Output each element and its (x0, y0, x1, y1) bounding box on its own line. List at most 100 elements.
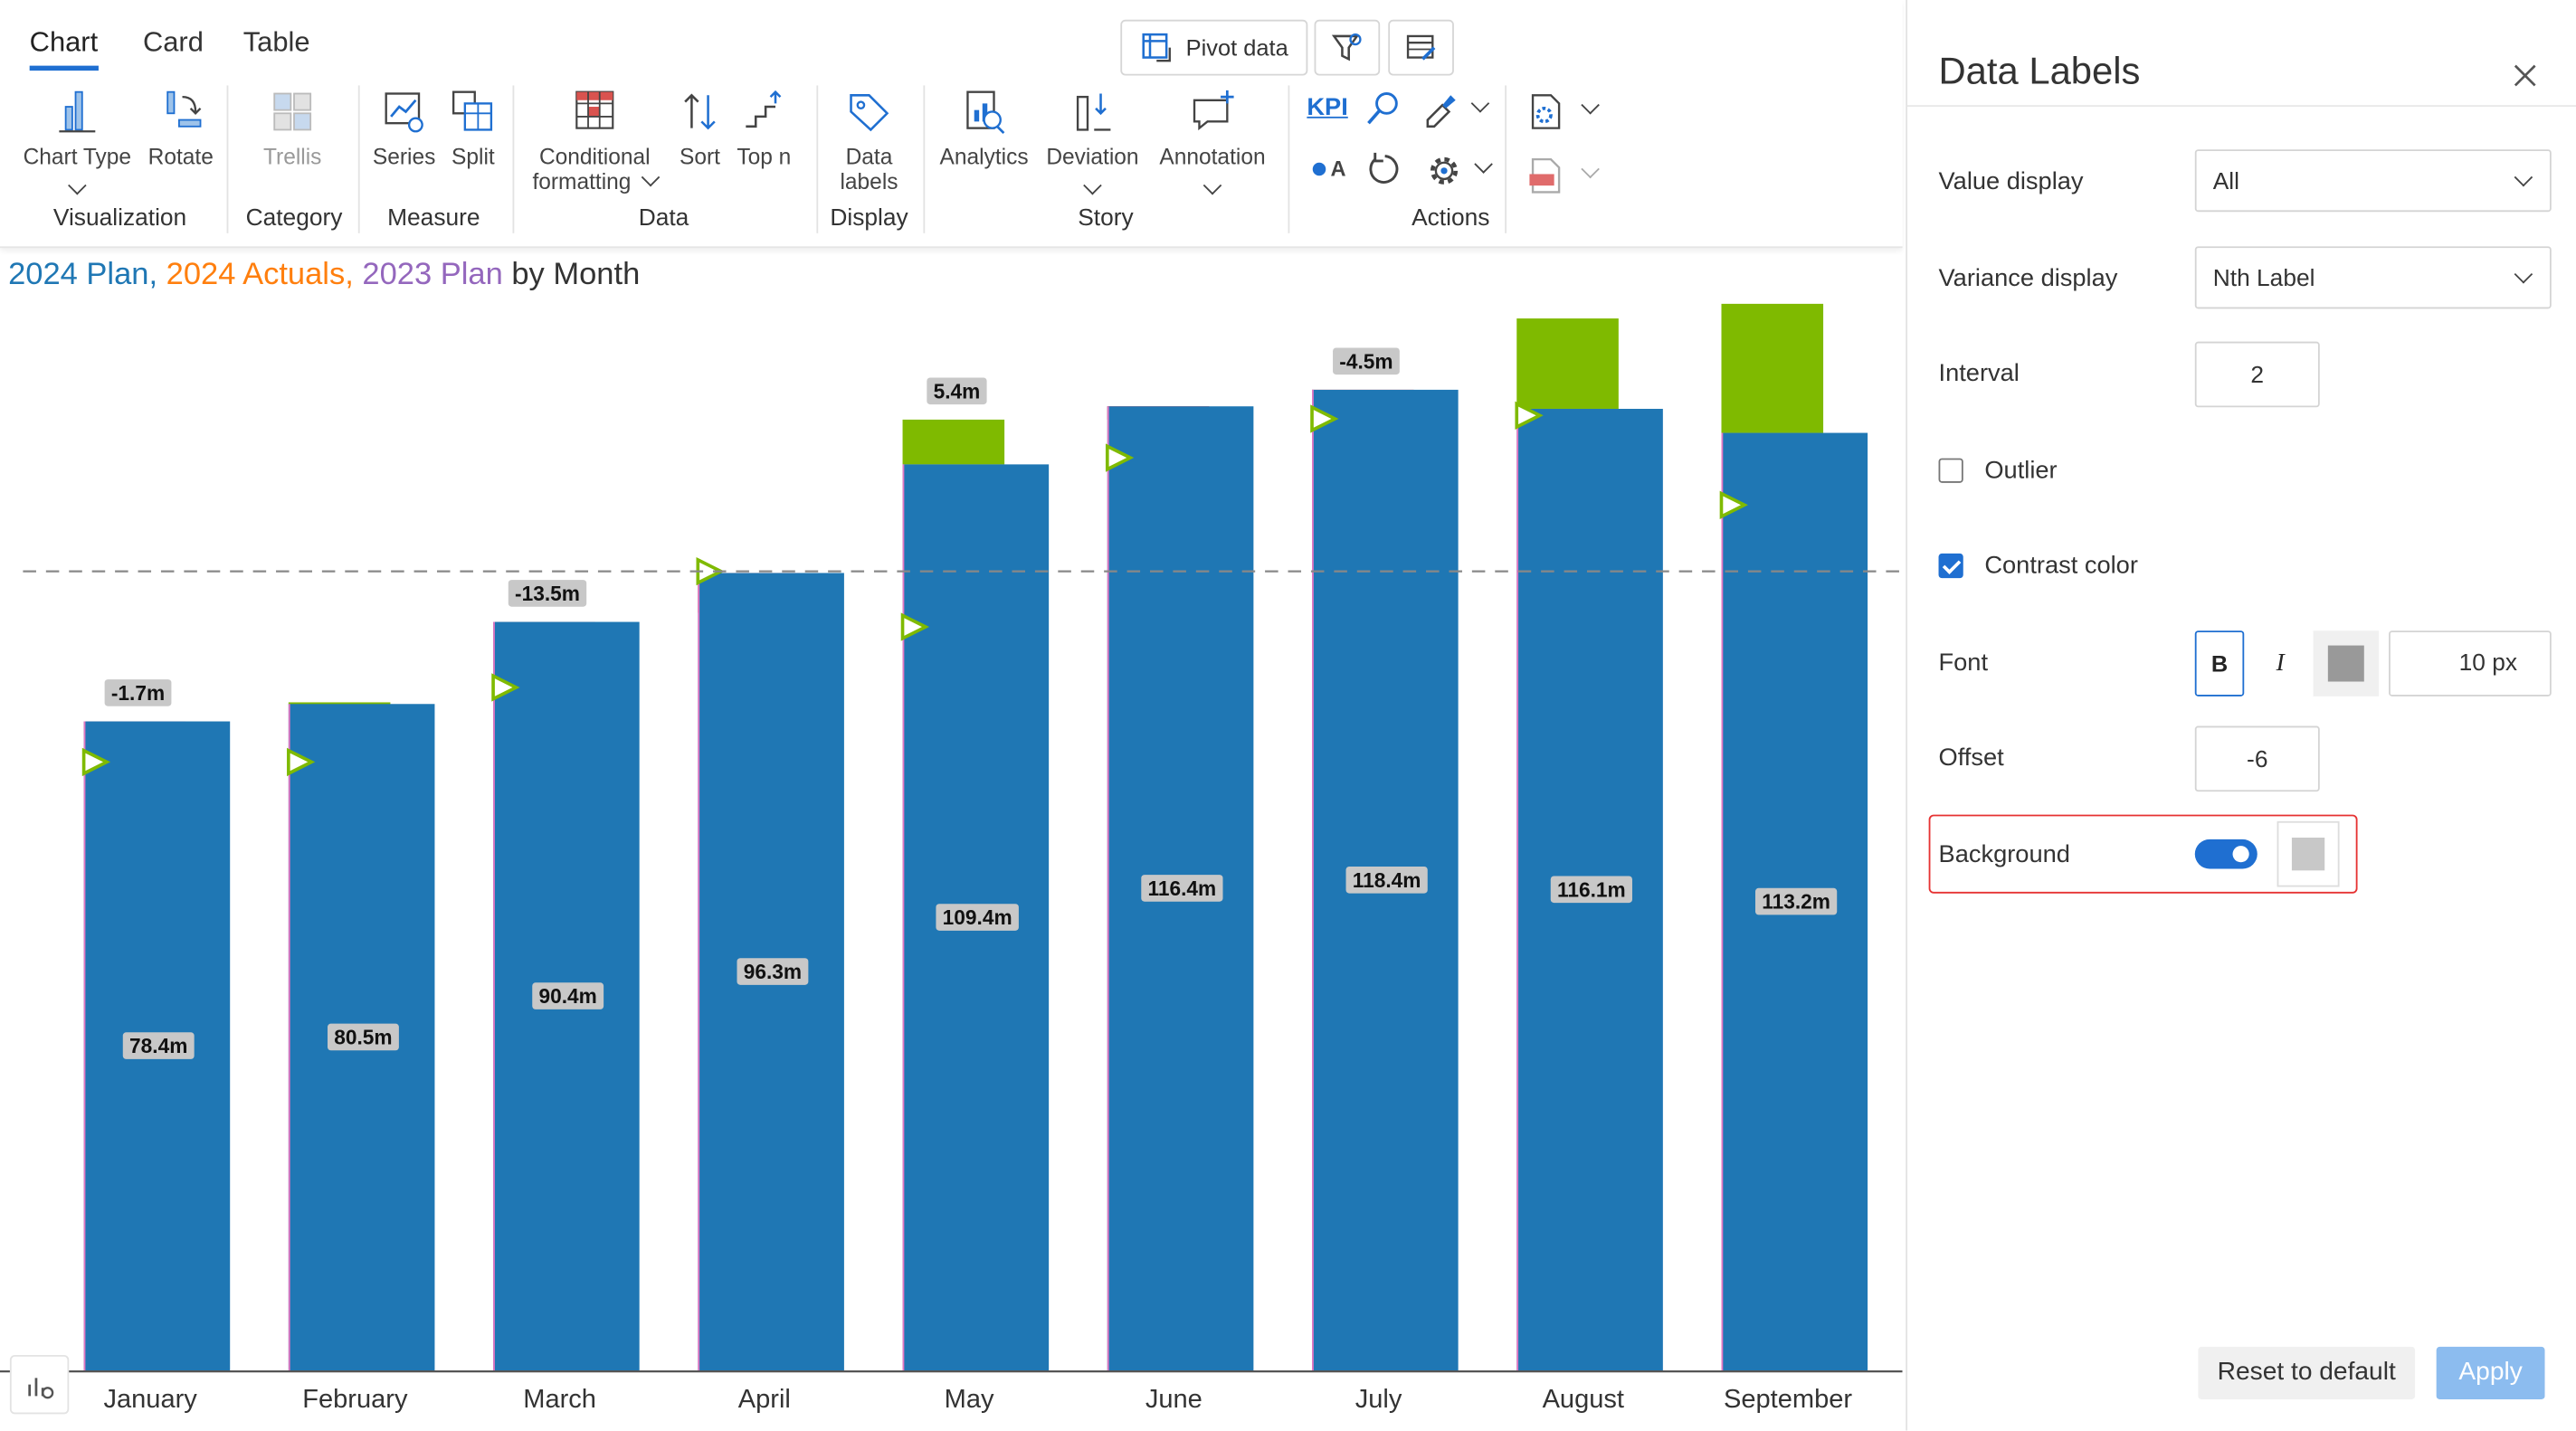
x-axis-label: May (945, 1385, 994, 1414)
label-toggle-button[interactable]: A (1307, 156, 1350, 181)
bar-chart: January February March April May June July Augu… (0, 303, 1903, 1414)
value-label-background (737, 958, 809, 985)
value-display-select[interactable]: All (2194, 149, 2552, 213)
rotate-button[interactable]: Rotate (145, 87, 217, 169)
group-actions: Actions (1412, 204, 1490, 232)
x-axis-label: July (1355, 1385, 1402, 1414)
marker-triangle (287, 747, 316, 777)
value-label-background (1141, 875, 1223, 902)
analytics-icon (966, 90, 1005, 135)
split-button[interactable]: Split (443, 87, 502, 169)
deviation-button[interactable]: Deviation (1041, 87, 1144, 197)
outlier-checkbox[interactable] (1938, 458, 1963, 483)
refresh-button[interactable] (1364, 149, 1406, 194)
kpi-button[interactable]: KPI (1307, 93, 1348, 122)
pivot-icon (1142, 33, 1171, 62)
chart-title: 2024 Plan, 2024 Actuals, 2023 Plan by Mo… (8, 258, 640, 294)
separator (923, 85, 926, 233)
value-label-background (936, 904, 1019, 931)
filter-button[interactable] (1314, 19, 1381, 76)
title-part: , (148, 258, 166, 293)
theme-button[interactable] (1416, 90, 1492, 130)
tab-card[interactable]: Card (142, 26, 204, 58)
background-toggle[interactable] (2194, 839, 2258, 869)
chevron-down-icon (1470, 94, 1489, 113)
variance-label: -1.7m (111, 681, 165, 705)
separator (512, 85, 515, 233)
export-pdf-button[interactable] (1521, 155, 1600, 197)
export-settings-button[interactable] (1521, 90, 1600, 133)
data-labels-button[interactable]: Data labels (830, 87, 908, 194)
ribbon (0, 0, 1903, 249)
search-button[interactable] (1360, 87, 1406, 135)
offset-input[interactable]: -6 (2194, 725, 2320, 792)
value-label: 116.1m (1557, 877, 1626, 901)
value-label: 109.4m (943, 905, 1012, 929)
annotation-icon (1193, 90, 1234, 131)
table-edit-button[interactable] (1388, 19, 1454, 76)
rotate-label: Rotate (147, 144, 214, 170)
contrast-color-checkbox[interactable] (1938, 553, 1963, 579)
refresh-icon (1369, 152, 1399, 184)
chart-type-button[interactable]: Chart Type (23, 87, 131, 197)
panel-title: Data Labels (1938, 49, 2141, 92)
variance-display-label: Variance display (1938, 264, 2118, 293)
interval-label: Interval (1938, 359, 2020, 388)
series-button[interactable]: Series (371, 87, 437, 169)
value-label: 118.4m (1353, 868, 1421, 892)
trellis-button[interactable]: Trellis (254, 87, 330, 169)
variance-bar (288, 702, 391, 706)
deviation-icon (1076, 93, 1111, 131)
background-color-swatch[interactable] (2277, 820, 2340, 887)
annotation-button[interactable]: Annotation (1154, 87, 1272, 197)
pivot-data-button[interactable]: Pivot data (1120, 19, 1308, 76)
x-axis-label: April (738, 1385, 791, 1414)
reset-to-default-button[interactable]: Reset to default (2198, 1346, 2416, 1399)
search-icon (1367, 92, 1398, 125)
font-color-button[interactable] (2313, 630, 2380, 697)
data-labels-panel: Data Labels Value display All Variance d… (1906, 0, 2576, 1431)
font-size-input[interactable]: 10 px (2389, 630, 2552, 697)
variance-bar (1721, 303, 1824, 433)
analytics-label: Analytics (939, 144, 1029, 170)
chart-settings-button[interactable] (9, 1354, 70, 1415)
top-n-button[interactable]: Top n (731, 87, 797, 169)
split-icon (452, 90, 493, 131)
x-axis-label: September (1724, 1385, 1852, 1414)
interval-input[interactable]: 2 (2194, 341, 2320, 408)
chevron-down-icon (1083, 175, 1102, 195)
value-label: 116.4m (1148, 877, 1217, 900)
value-label: 96.3m (744, 960, 802, 983)
value-label: 80.5m (334, 1025, 392, 1048)
value-display-value: All (2212, 169, 2240, 196)
font-label: Font (1938, 649, 1989, 678)
paint-brush-icon (1426, 95, 1456, 128)
chart-type-label: Chart Type (23, 144, 132, 170)
sort-button[interactable]: Sort (673, 87, 726, 169)
trellis-label: Trellis (262, 144, 322, 170)
offset-label: Offset (1938, 744, 2004, 772)
marker-triangle (81, 747, 111, 777)
annotation-label: Annotation (1159, 144, 1266, 170)
close-icon[interactable] (2509, 59, 2542, 91)
group-data: Data (638, 204, 689, 232)
analytics-button[interactable]: Analytics (936, 87, 1031, 169)
conditional-label-1: Conditional (538, 144, 651, 170)
tab-table[interactable]: Table (242, 26, 310, 58)
variance-display-select[interactable]: Nth Label (2194, 246, 2552, 309)
title-part: 2024 Plan (8, 258, 149, 293)
marker-triangle (1105, 443, 1135, 472)
series-label: Series (372, 144, 436, 170)
italic-button[interactable]: I (2276, 649, 2285, 677)
variance-label: -4.5m (1339, 349, 1393, 373)
bold-button[interactable]: B (2194, 630, 2245, 697)
top-n-icon (746, 90, 782, 128)
apply-button[interactable]: Apply (2436, 1346, 2545, 1399)
split-label: Split (452, 144, 495, 170)
conditional-formatting-button[interactable]: Conditional formatting (526, 87, 664, 194)
settings-button[interactable] (1420, 151, 1496, 191)
gear-icon (1431, 156, 1459, 185)
data-labels-label-2: labels (840, 169, 898, 194)
bar-chart-icon (59, 90, 96, 133)
tab-chart[interactable]: Chart (29, 26, 99, 71)
